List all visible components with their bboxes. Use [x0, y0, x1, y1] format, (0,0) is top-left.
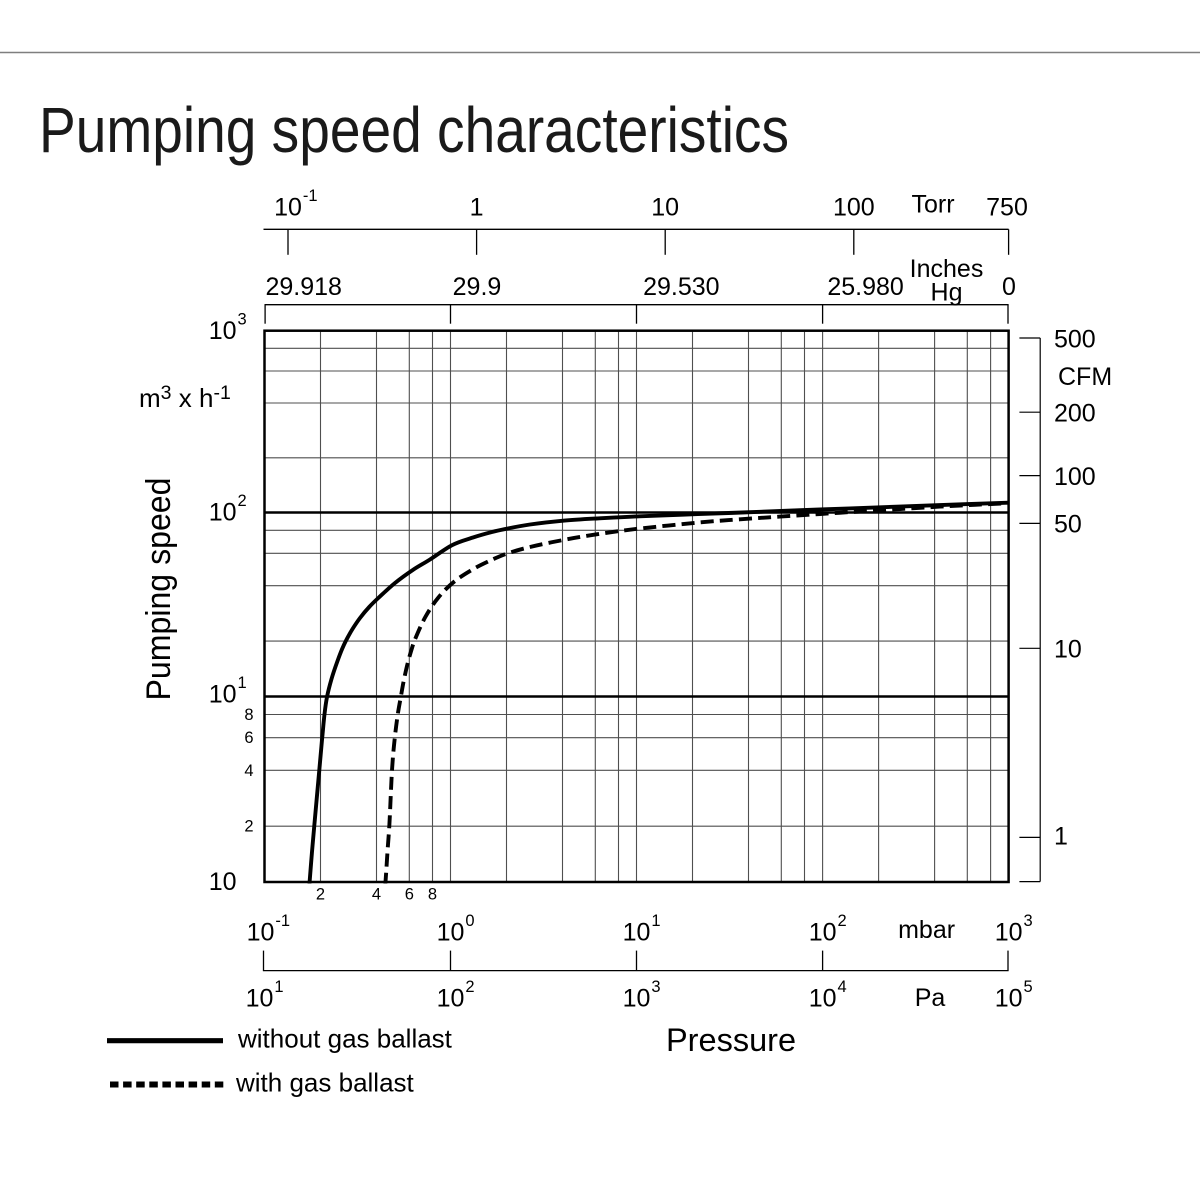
svg-text:-1: -1 [275, 912, 290, 930]
svg-text:3: 3 [1024, 912, 1033, 930]
svg-text:Hg: Hg [931, 279, 963, 307]
svg-text:4: 4 [244, 762, 253, 780]
svg-text:2: 2 [838, 912, 847, 930]
svg-text:Pumping speed: Pumping speed [140, 478, 178, 701]
svg-text:3: 3 [238, 311, 247, 329]
svg-text:29.9: 29.9 [453, 273, 502, 301]
svg-text:29.918: 29.918 [266, 273, 342, 301]
svg-text:100: 100 [1054, 463, 1096, 491]
svg-text:4: 4 [838, 978, 847, 996]
svg-text:10: 10 [209, 499, 237, 527]
svg-text:10: 10 [809, 985, 837, 1013]
svg-text:10: 10 [995, 985, 1023, 1013]
svg-text:1: 1 [274, 978, 283, 996]
svg-text:10: 10 [274, 194, 302, 222]
svg-text:6: 6 [244, 729, 253, 747]
svg-text:8: 8 [244, 706, 253, 724]
svg-text:50: 50 [1054, 510, 1082, 538]
svg-text:10: 10 [809, 918, 837, 946]
svg-text:Pressure: Pressure [666, 1022, 796, 1058]
svg-text:2: 2 [238, 492, 247, 510]
svg-text:750: 750 [986, 194, 1028, 222]
svg-text:Pumping speed characteristics: Pumping speed characteristics [39, 94, 789, 166]
svg-text:200: 200 [1054, 400, 1096, 428]
svg-text:without gas ballast: without gas ballast [237, 1024, 453, 1054]
svg-text:10: 10 [1054, 636, 1082, 664]
svg-text:1: 1 [1054, 823, 1068, 851]
svg-text:Inches: Inches [910, 255, 984, 283]
svg-text:10: 10 [623, 985, 651, 1013]
svg-text:10: 10 [651, 194, 679, 222]
svg-text:mbar: mbar [898, 916, 955, 944]
svg-text:25.980: 25.980 [827, 273, 903, 301]
svg-text:500: 500 [1054, 326, 1096, 354]
svg-text:29.530: 29.530 [643, 273, 719, 301]
svg-text:with gas ballast: with gas ballast [235, 1068, 415, 1098]
svg-text:Pa: Pa [915, 984, 946, 1012]
svg-text:0: 0 [465, 912, 474, 930]
svg-text:Torr: Torr [911, 191, 954, 219]
svg-text:10: 10 [995, 918, 1023, 946]
svg-text:-1: -1 [303, 187, 318, 205]
svg-text:10: 10 [209, 317, 237, 345]
svg-text:10: 10 [623, 918, 651, 946]
svg-text:10: 10 [437, 918, 465, 946]
svg-text:m3 x h-1: m3 x h-1 [139, 382, 231, 413]
svg-text:10: 10 [246, 985, 274, 1013]
svg-text:5: 5 [1024, 978, 1033, 996]
svg-text:6: 6 [405, 886, 414, 904]
svg-text:CFM: CFM [1058, 363, 1112, 391]
svg-text:2: 2 [316, 886, 325, 904]
svg-text:0: 0 [1002, 273, 1016, 301]
svg-text:10: 10 [209, 868, 237, 896]
svg-text:4: 4 [372, 886, 381, 904]
svg-text:8: 8 [428, 886, 437, 904]
svg-text:1: 1 [651, 912, 660, 930]
svg-text:3: 3 [651, 978, 660, 996]
svg-text:10: 10 [437, 985, 465, 1013]
svg-text:100: 100 [833, 194, 875, 222]
svg-text:2: 2 [244, 818, 253, 836]
svg-text:1: 1 [238, 674, 247, 692]
svg-text:1: 1 [470, 194, 484, 222]
svg-text:10: 10 [209, 681, 237, 709]
svg-text:2: 2 [465, 978, 474, 996]
svg-text:10: 10 [247, 918, 275, 946]
